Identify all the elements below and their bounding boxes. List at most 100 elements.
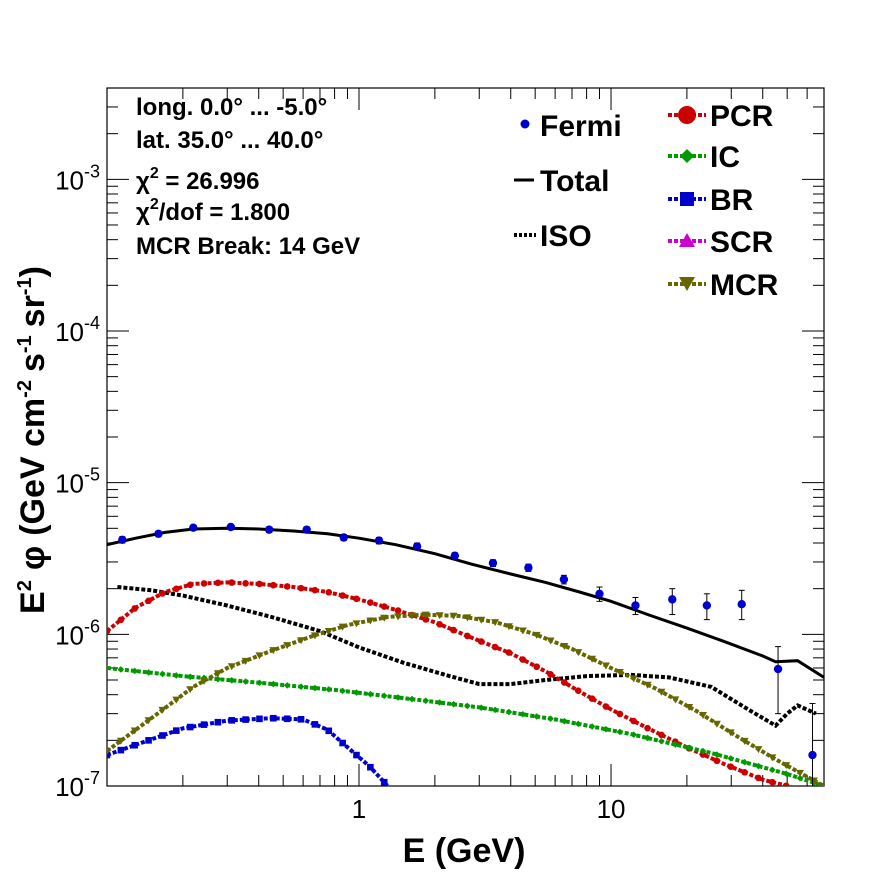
fermi-point xyxy=(302,525,311,534)
ic-point xyxy=(242,678,249,685)
ic-point xyxy=(214,675,222,683)
y-tick-exp: -4 xyxy=(84,313,100,333)
ic-line xyxy=(107,666,824,786)
info-chi-sup: 2 xyxy=(150,165,159,182)
pcr-point xyxy=(464,632,471,640)
fermi-marker xyxy=(154,529,163,539)
fermi-point xyxy=(845,589,853,642)
y-tick-base: 10 xyxy=(55,620,84,650)
ic-point xyxy=(477,704,485,711)
br-point xyxy=(311,721,319,728)
br-point xyxy=(353,751,360,759)
fermi-point xyxy=(154,529,163,539)
legend-fermi-marker xyxy=(520,119,530,129)
ic-point xyxy=(353,689,360,696)
mcr-point xyxy=(782,762,791,770)
y-tick-base: 10 xyxy=(55,772,84,802)
mcr-point xyxy=(407,612,416,620)
mcr-point xyxy=(213,670,222,678)
pcr-point xyxy=(228,579,236,586)
pcr-point xyxy=(436,621,443,628)
mcr-point xyxy=(657,688,666,696)
ic-point xyxy=(505,708,513,716)
info-chi2-dof: χ2/dof = 1.800 xyxy=(136,196,290,226)
mcr-point xyxy=(740,737,749,745)
fermi-point xyxy=(264,525,274,534)
ic-point xyxy=(145,669,152,676)
fermi-point xyxy=(412,542,422,551)
pcr-point xyxy=(159,590,166,597)
br-point xyxy=(186,723,194,731)
mcr-point xyxy=(241,657,250,665)
fermi-point xyxy=(559,574,569,585)
fermi-marker xyxy=(559,575,569,584)
ic-point xyxy=(658,737,665,745)
ic-point xyxy=(755,762,762,770)
info-chi-symbol: χ xyxy=(136,168,150,195)
br-point xyxy=(200,721,208,728)
ic-point xyxy=(228,677,236,684)
ic-point xyxy=(270,680,277,688)
mcr-point xyxy=(227,663,236,671)
mcr-point xyxy=(144,717,153,725)
pcr-point xyxy=(491,643,499,651)
y-tick-label: 10-5 xyxy=(55,465,100,499)
pcr-point xyxy=(353,595,360,603)
mcr-point xyxy=(588,655,597,663)
y-tick-label: 10-6 xyxy=(55,616,100,650)
legend-mcr-label: MCR xyxy=(710,269,779,302)
mcr-point xyxy=(283,642,292,650)
fermi-point xyxy=(226,522,236,532)
pcr-point xyxy=(422,616,430,623)
ic-point xyxy=(796,774,804,782)
mcr-point xyxy=(796,769,805,777)
mcr-point xyxy=(297,637,306,645)
mcr-point xyxy=(463,614,472,622)
mcr-point xyxy=(699,712,708,720)
mcr-point xyxy=(338,623,347,631)
fermi-point xyxy=(773,646,783,715)
mcr-point xyxy=(574,649,583,657)
ic-point xyxy=(339,687,346,695)
mcr-point xyxy=(754,746,763,754)
pcr-point xyxy=(394,607,402,614)
ic-point xyxy=(422,697,430,705)
fermi-marker xyxy=(450,551,460,560)
pcr-point xyxy=(367,599,374,606)
pcr-point xyxy=(131,605,139,612)
mcr-point xyxy=(269,647,278,655)
fermi-marker xyxy=(374,536,384,545)
fermi-marker xyxy=(412,542,422,551)
pcr-point xyxy=(339,592,346,599)
info-box: long. 0.0° ... -5.0° lat. 35.0° ... 40.0… xyxy=(136,94,360,260)
ic-point xyxy=(574,720,582,728)
ic-point xyxy=(464,702,471,710)
info-chidof-value: /dof = 1.800 xyxy=(159,199,290,226)
total-line xyxy=(107,526,824,679)
ic-point xyxy=(519,710,527,718)
y-title-sup3: -1 xyxy=(14,335,36,353)
pcr-point xyxy=(214,579,222,587)
ic-point xyxy=(408,695,416,703)
br-point xyxy=(173,727,180,734)
br-point xyxy=(339,739,346,747)
pcr-point xyxy=(297,584,305,592)
mcr-point xyxy=(435,612,444,620)
mcr-point xyxy=(601,662,610,670)
mcr-point xyxy=(130,727,139,735)
ic-point xyxy=(107,664,111,672)
y-tick-exp: -6 xyxy=(84,616,100,636)
ic-point xyxy=(117,666,125,673)
info-chidof-symbol: χ xyxy=(136,199,150,226)
y-title-sup2: -2 xyxy=(14,380,36,398)
ic-point xyxy=(699,747,707,755)
ic-point xyxy=(380,692,388,700)
fermi-point xyxy=(524,563,533,572)
fermi-point xyxy=(118,535,127,544)
pcr-point xyxy=(782,782,790,786)
legend-fermi-label: Fermi xyxy=(540,110,622,143)
legend-scr-label: SCR xyxy=(710,226,774,259)
series-layer xyxy=(107,526,824,786)
pcr-point xyxy=(616,710,624,718)
fermi-point xyxy=(631,596,640,616)
